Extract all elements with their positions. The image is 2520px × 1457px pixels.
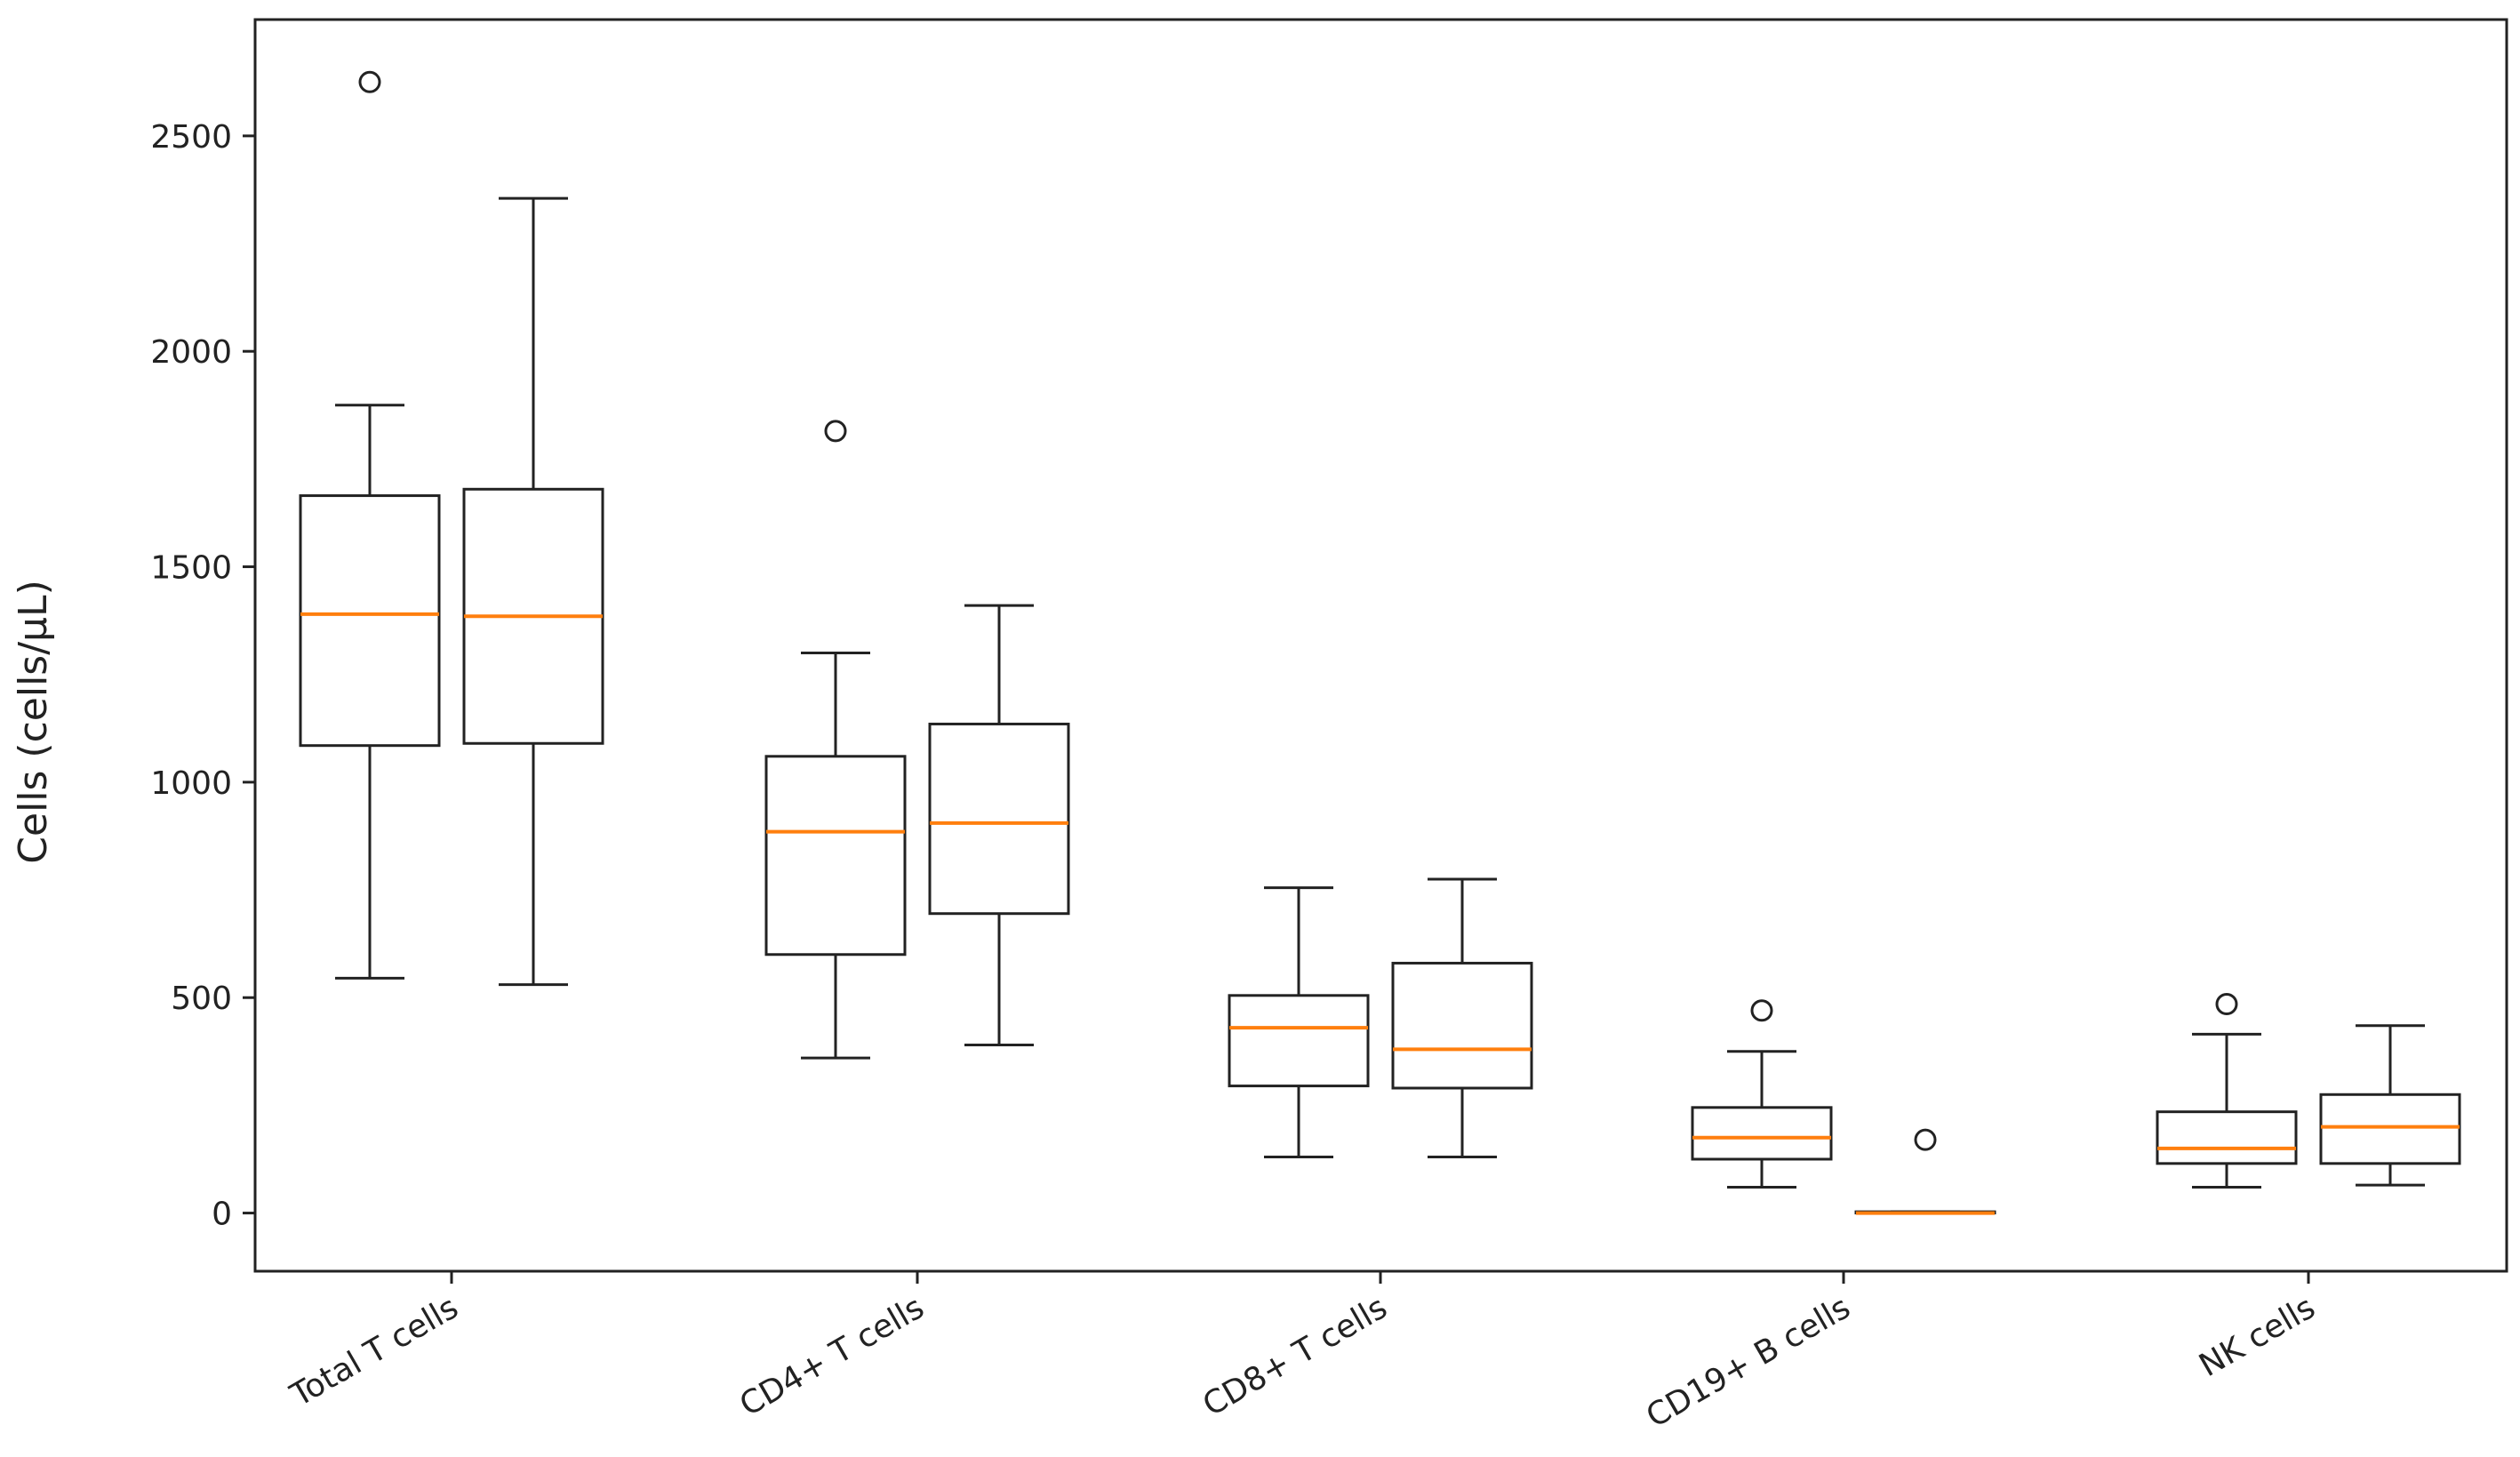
iqr-box [764,755,907,957]
iqr-box [928,722,1070,916]
y-tick-label: 1500 [150,550,232,587]
box-3-1 [1228,886,1370,1159]
y-tick-label: 2000 [150,334,232,371]
y-axis-label: Cells (cells/μL) [11,580,56,863]
iqr-box [2156,1110,2298,1165]
outlier-point [1750,999,1773,1022]
box-3-2 [1391,877,1533,1159]
boxplot-series [299,70,2461,1215]
box-1-2 [462,196,604,987]
box-2-1 [764,420,907,1060]
box-4-1 [1691,999,1833,1189]
iqr-box [1691,1106,1833,1161]
y-tick-label: 2500 [150,119,232,156]
outlier-point [358,70,381,93]
iqr-box [1391,961,1533,1090]
y-axis: 0 500 1000 1500 2000 2500 [150,119,255,1233]
box-2-2 [928,604,1070,1047]
y-tick-label: 500 [171,981,232,1017]
outlier-point [1914,1128,1937,1151]
iqr-box [299,494,441,748]
outlier-point [824,420,847,443]
iqr-box [2319,1093,2461,1165]
box-1-1 [299,70,441,980]
y-tick-label: 0 [212,1197,232,1233]
box-5-1 [2156,992,2298,1189]
y-tick-label: 1000 [150,765,232,802]
box-5-2 [2319,1024,2461,1187]
outlier-point [2215,992,2238,1015]
box-4-2 [1854,1128,1996,1215]
iqr-box [1228,994,1370,1088]
